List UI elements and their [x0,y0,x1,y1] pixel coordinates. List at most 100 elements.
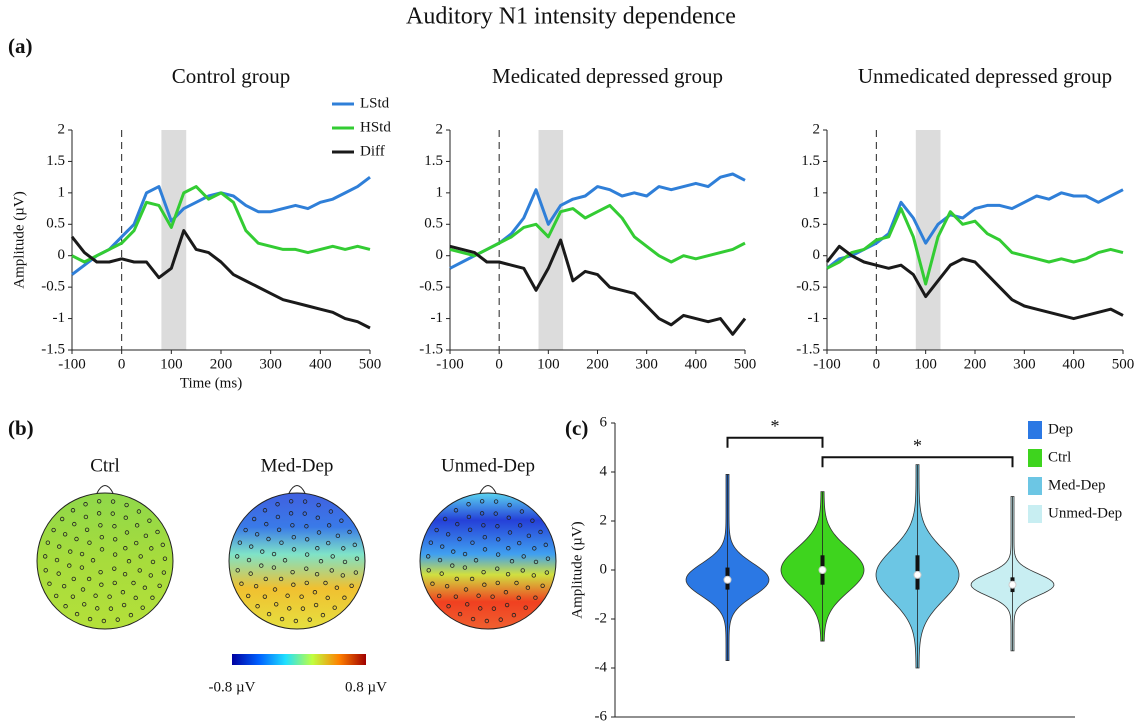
electrode [136,509,142,514]
electrode [123,515,128,520]
electrode [354,556,360,561]
electrode [302,499,308,504]
y-tick-label: -1 [53,310,66,326]
y-tick-label: 4 [600,463,608,479]
electrode [260,549,265,554]
electrode [275,502,280,507]
electrode [495,580,500,586]
x-tick-label: 500 [734,356,757,372]
electrode [335,533,341,539]
topomap-label: Med-Dep [261,455,334,476]
electrode [465,602,470,607]
electrode [162,556,168,561]
electrode [302,511,307,516]
electrode [332,605,337,610]
electrode [72,521,77,527]
y-axis-label: Amplitude (µV) [11,191,27,288]
legend-label: LStd [360,95,390,111]
electrode [304,566,309,571]
electrode [325,595,330,601]
electrode [316,502,321,508]
x-tick-label: 300 [1013,356,1036,372]
electrode [543,542,548,548]
electrode [253,583,259,589]
electrode [481,523,486,528]
y-tick-label: -1.5 [419,341,443,357]
significance-bracket [821,456,1014,468]
electrode [329,568,334,573]
electrode [79,551,85,557]
electrode [312,590,318,595]
electrode [326,523,332,528]
electrode [112,552,118,557]
topomap-label: Unmed-Dep [441,455,535,476]
electrode [262,594,268,599]
electrode [516,595,521,601]
electrode [313,602,319,608]
electrode [243,527,248,533]
electrode [122,571,128,577]
electrode [506,546,511,551]
y-tick-label: -4 [595,659,608,675]
electrode [455,521,460,527]
window [538,130,564,350]
electrode [63,604,68,609]
violin-median [1008,580,1017,589]
colorbar-label: -0.8 µV [209,679,256,695]
electrode [478,606,483,611]
series-line [449,203,746,264]
electrode [112,524,117,529]
electrode [299,594,304,599]
electrode [83,502,88,507]
electrode [70,508,76,513]
legend-label: HStd [360,119,391,135]
electrode [112,566,117,571]
electrode [544,570,550,575]
electrode [112,580,117,586]
y-tick-label: 1.5 [801,153,820,169]
electrode [533,559,539,565]
electrode [482,547,488,552]
y-tick-label: 1 [813,184,821,200]
electrode [96,511,102,516]
x-tick-label: 0 [495,356,503,372]
electrode [353,570,359,575]
chart-title: Control group [172,64,290,88]
electrode [314,571,320,577]
electrode [142,585,148,590]
electrode [538,529,543,535]
electrode [112,537,118,542]
electrode [84,527,90,532]
electrode [237,540,243,545]
series-line [71,185,371,264]
y-tick-label: 0 [813,247,821,263]
x-axis-label: Time (ms) [180,375,242,391]
electrode [495,552,501,557]
electrode [137,568,142,573]
electrode [157,583,162,588]
electrode [439,571,444,576]
electrode [108,606,114,611]
electrode [266,536,271,542]
electrode [507,530,513,535]
electrode [71,576,76,582]
electrode [278,576,284,582]
window [161,130,187,350]
electrode [342,595,347,600]
electrode [462,565,468,570]
x-tick-label: 400 [685,356,708,372]
electrode [263,576,268,582]
electrode [476,593,481,598]
series-line [70,229,371,330]
electrode [540,583,545,588]
panel-label: (b) [8,416,34,440]
x-tick-label: -100 [58,356,86,372]
electrode [330,554,335,559]
y-tick-label: -0.5 [796,279,820,295]
electrode [140,605,145,610]
electrode [323,580,328,586]
x-tick-label: 300 [259,356,282,372]
electrode [235,568,240,573]
electrode [491,606,497,611]
electrode [271,565,277,570]
